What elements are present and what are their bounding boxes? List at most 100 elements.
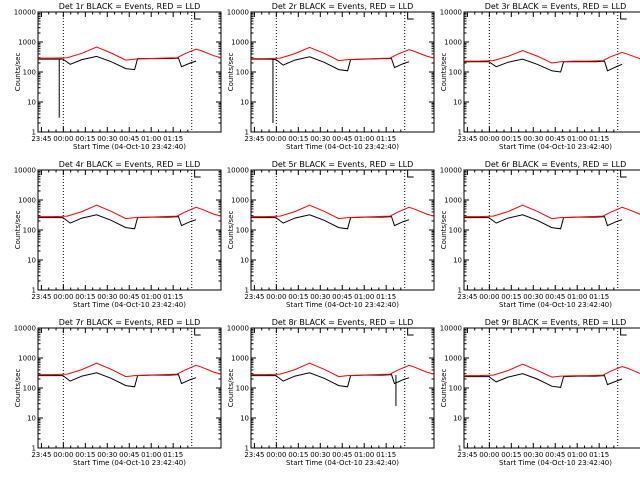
x-tick-label: 01:00 <box>354 135 374 143</box>
plot-frame <box>37 11 222 133</box>
x-tick-label: 01:00 <box>567 135 587 143</box>
x-tick-label: 00:45 <box>119 135 139 143</box>
series-line-events <box>464 58 623 73</box>
series-line-lld <box>38 204 222 220</box>
x-tick-label: 01:15 <box>163 451 183 459</box>
x-tick-label: 00:00 <box>266 451 286 459</box>
top-bracket-mark <box>620 12 627 20</box>
chart-title: Det 3r BLACK = Events, RED = LLD <box>485 2 627 11</box>
y-tick-label: 10000 <box>14 9 36 17</box>
y-tick-label: 1000 <box>18 355 36 363</box>
series-line-events <box>464 214 623 230</box>
x-tick-label: 00:00 <box>266 135 286 143</box>
y-tick-label: 100 <box>23 227 36 235</box>
x-tick-label: 00:30 <box>523 135 543 143</box>
top-bracket-mark <box>620 170 627 178</box>
x-tick-label: 01:15 <box>163 135 183 143</box>
series-line-events <box>38 55 197 71</box>
chart-panel-7: Det 7r BLACK = Events, RED = LLD 1 10 100 10… <box>14 318 222 467</box>
x-tick-label: 01:00 <box>141 135 161 143</box>
x-tick-label: 00:00 <box>479 293 499 301</box>
x-tick-label: 00:15 <box>75 135 95 143</box>
top-bracket-mark <box>407 12 414 20</box>
chart-panel-6: Det 6r BLACK = Events, RED = LLD 1 10 100 10… <box>440 160 640 309</box>
series-line-events <box>464 373 623 388</box>
x-tick-label: 00:15 <box>501 135 521 143</box>
y-tick-label: 100 <box>449 69 462 77</box>
plot-frame <box>463 327 640 449</box>
x-tick-label: 01:00 <box>354 451 374 459</box>
y-axis-label: Counts/sec <box>440 53 448 92</box>
x-tick-label: 01:00 <box>354 293 374 301</box>
y-tick-label: 10000 <box>227 167 249 175</box>
y-tick-label: 100 <box>449 227 462 235</box>
y-tick-label: 10000 <box>14 167 36 175</box>
x-tick-label: 00:45 <box>332 135 352 143</box>
y-axis-label: Counts/sec <box>440 211 448 250</box>
series-line-lld <box>38 362 222 378</box>
x-tick-label: 01:00 <box>567 293 587 301</box>
series-line-events <box>251 372 410 388</box>
x-tick-label: 00:00 <box>53 451 73 459</box>
series-line-lld <box>464 363 640 378</box>
chart-panel-5: Det 5r BLACK = Events, RED = LLD 1 10 100 10… <box>227 160 435 309</box>
y-tick-label: 1 <box>458 445 462 453</box>
x-axis-label: Start Time (04-Oct-10 23:42:40) <box>73 459 186 467</box>
y-tick-label: 100 <box>449 385 462 393</box>
x-tick-label: 00:30 <box>97 293 117 301</box>
top-bracket-mark <box>407 328 414 336</box>
x-axis-label: Start Time (04-Oct-10 23:42:40) <box>499 459 612 467</box>
x-axis-label: Start Time (04-Oct-10 23:42:40) <box>286 143 399 151</box>
x-axis-label: Start Time (04-Oct-10 23:42:40) <box>499 301 612 309</box>
chart-panel-2: Det 2r BLACK = Events, RED = LLD 1 10 100 10… <box>227 2 435 151</box>
x-tick-label: 00:45 <box>119 293 139 301</box>
x-tick-label: 23:45 <box>244 451 264 459</box>
y-tick-label: 10 <box>240 257 249 265</box>
y-tick-label: 100 <box>236 227 249 235</box>
y-axis-label: Counts/sec <box>14 53 22 92</box>
y-tick-label: 10000 <box>440 167 462 175</box>
series-line-lld <box>251 46 435 62</box>
x-tick-label: 00:45 <box>545 451 565 459</box>
series-line-lld <box>251 204 435 220</box>
chart-title: Det 1r BLACK = Events, RED = LLD <box>59 2 201 11</box>
chart-panel-1: Det 1r BLACK = Events, RED = LLD 1 10 100 10… <box>14 2 222 151</box>
chart-panel-3: Det 3r BLACK = Events, RED = LLD 1 10 100 10… <box>440 2 640 151</box>
x-tick-label: 01:15 <box>589 135 609 143</box>
y-tick-label: 1 <box>245 445 249 453</box>
y-axis-label: Counts/sec <box>14 369 22 408</box>
x-tick-label: 00:00 <box>479 451 499 459</box>
x-axis-label: Start Time (04-Oct-10 23:42:40) <box>73 301 186 309</box>
chart-panel-9: Det 9r BLACK = Events, RED = LLD 1 10 100 10… <box>440 318 640 467</box>
y-tick-label: 1 <box>32 129 36 137</box>
x-tick-label: 00:15 <box>75 451 95 459</box>
x-tick-label: 01:15 <box>589 293 609 301</box>
y-tick-label: 10000 <box>440 9 462 17</box>
y-tick-label: 1000 <box>444 197 462 205</box>
y-tick-label: 1 <box>245 129 249 137</box>
plot-frame <box>250 169 435 291</box>
y-tick-label: 1000 <box>444 355 462 363</box>
x-tick-label: 00:30 <box>97 135 117 143</box>
y-tick-label: 1 <box>32 287 36 295</box>
y-tick-label: 1 <box>458 129 462 137</box>
chart-title: Det 9r BLACK = Events, RED = LLD <box>485 318 627 327</box>
y-tick-label: 1000 <box>231 39 249 47</box>
x-tick-label: 23:45 <box>31 135 51 143</box>
series-line-lld <box>251 362 435 378</box>
y-tick-label: 1 <box>32 445 36 453</box>
y-tick-label: 100 <box>236 385 249 393</box>
plot-frame <box>463 11 640 133</box>
x-tick-label: 23:45 <box>31 451 51 459</box>
y-tick-label: 100 <box>236 69 249 77</box>
series-line-lld <box>464 204 640 220</box>
x-tick-label: 23:45 <box>457 135 477 143</box>
plot-frame <box>37 169 222 291</box>
y-axis-label: Counts/sec <box>227 53 235 92</box>
y-axis-label: Counts/sec <box>227 369 235 408</box>
top-bracket-mark <box>194 12 201 20</box>
y-tick-label: 10 <box>453 99 462 107</box>
series-line-events <box>38 372 197 388</box>
y-tick-label: 1 <box>245 287 249 295</box>
